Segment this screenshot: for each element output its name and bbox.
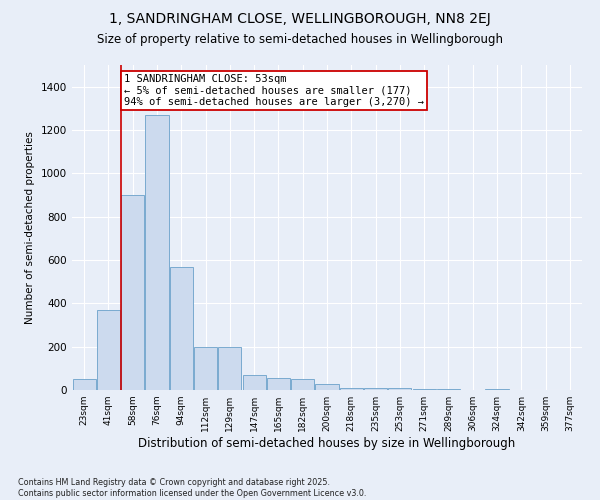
Bar <box>340 388 363 390</box>
Bar <box>413 389 436 390</box>
Bar <box>267 378 290 390</box>
Bar <box>364 388 387 390</box>
Bar <box>170 266 193 390</box>
Bar <box>242 375 266 390</box>
Bar <box>291 379 314 390</box>
Bar <box>194 346 217 390</box>
Bar <box>73 379 95 390</box>
Bar <box>121 195 144 390</box>
Text: 1, SANDRINGHAM CLOSE, WELLINGBOROUGH, NN8 2EJ: 1, SANDRINGHAM CLOSE, WELLINGBOROUGH, NN… <box>109 12 491 26</box>
Text: Contains HM Land Registry data © Crown copyright and database right 2025.
Contai: Contains HM Land Registry data © Crown c… <box>18 478 367 498</box>
Bar <box>437 389 460 390</box>
Text: Size of property relative to semi-detached houses in Wellingborough: Size of property relative to semi-detach… <box>97 32 503 46</box>
Text: 1 SANDRINGHAM CLOSE: 53sqm
← 5% of semi-detached houses are smaller (177)
94% of: 1 SANDRINGHAM CLOSE: 53sqm ← 5% of semi-… <box>124 74 424 107</box>
Bar <box>218 346 241 390</box>
Bar <box>316 384 338 390</box>
X-axis label: Distribution of semi-detached houses by size in Wellingborough: Distribution of semi-detached houses by … <box>139 437 515 450</box>
Bar <box>388 388 412 390</box>
Bar <box>145 115 169 390</box>
Y-axis label: Number of semi-detached properties: Number of semi-detached properties <box>25 131 35 324</box>
Bar <box>97 310 120 390</box>
